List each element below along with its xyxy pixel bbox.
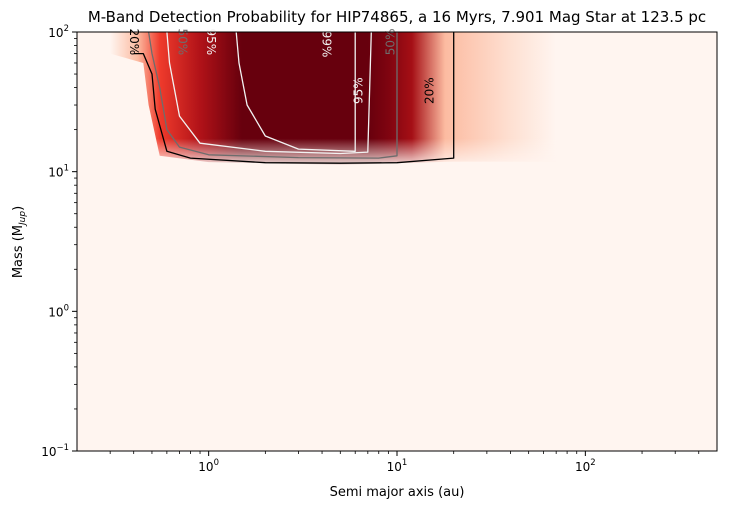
- y-tick-label: 102: [48, 24, 69, 40]
- x-tick-label: 101: [387, 458, 408, 474]
- heatmap-region: [110, 32, 557, 165]
- y-tick-label: 100: [48, 303, 69, 319]
- contour-label: 50%: [175, 29, 189, 56]
- y-axis-label-main: Mass (M: [11, 225, 26, 278]
- y-tick-label: 10−1: [41, 443, 69, 459]
- contour-layer: [133, 32, 455, 164]
- contour-line-99pct: [235, 32, 356, 152]
- x-axis-label: Semi major axis (au): [330, 485, 465, 500]
- x-tick-label: 100: [198, 458, 219, 474]
- contour-line-20pct: [133, 32, 455, 164]
- y-axis-label: Mass (MJup): [11, 206, 28, 278]
- y-tick-label: 101: [48, 164, 69, 180]
- chart-title: M-Band Detection Probability for HIP7486…: [88, 8, 706, 26]
- contour-lines: [133, 32, 455, 164]
- y-axis-label-sub: Jup: [18, 211, 28, 227]
- axes: 100 101 102 10−1 100 101 102: [41, 24, 718, 474]
- contour-label: 95%: [204, 29, 218, 56]
- contour-label: 95%: [352, 77, 366, 104]
- contour-line-95pct: [166, 32, 372, 155]
- contour-label: 20%: [127, 29, 141, 56]
- contour-labels: 20% 50% 95% 99% 95% 50% 20%: [127, 29, 436, 105]
- contour-label: 99%: [320, 31, 334, 58]
- contour-label: 20%: [423, 77, 437, 104]
- contour-label: 50%: [384, 29, 398, 56]
- contour-line-50pct: [147, 32, 398, 159]
- y-axis-label-close: ): [11, 206, 26, 211]
- x-tick-label: 102: [575, 458, 596, 474]
